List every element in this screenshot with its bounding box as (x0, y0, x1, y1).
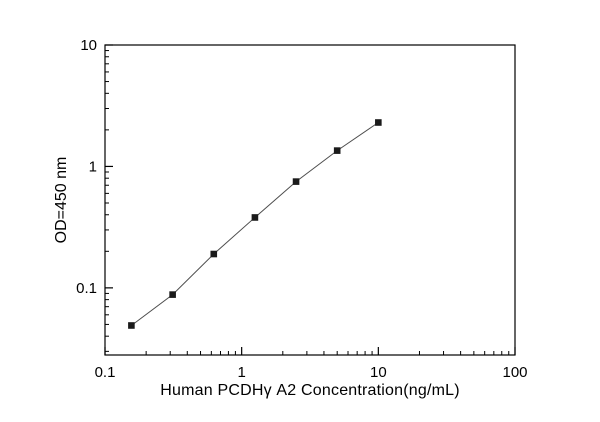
series-line (131, 122, 379, 326)
data-point-marker (210, 250, 218, 258)
y-tick-label: 10 (80, 37, 97, 54)
x-axis-label: Human PCDHγ A2 Concentration(ng/mL) (160, 382, 460, 399)
y-tick-label: 0.1 (76, 280, 97, 297)
plot-frame (104, 44, 516, 356)
data-point-marker (128, 322, 135, 329)
data-point-marker (169, 291, 176, 298)
data-point-marker (251, 214, 259, 221)
x-tick-label: 10 (370, 364, 387, 381)
data-point-marker (333, 147, 341, 154)
x-tick-label: 1 (237, 364, 245, 381)
y-tick-label: 1 (89, 158, 97, 175)
y-axis-label: OD=450 nm (53, 156, 70, 244)
data-point-marker (292, 178, 300, 185)
x-tick-label: 0.1 (95, 364, 116, 381)
x-tick-label: 100 (502, 364, 527, 381)
data-point-marker (375, 119, 382, 126)
